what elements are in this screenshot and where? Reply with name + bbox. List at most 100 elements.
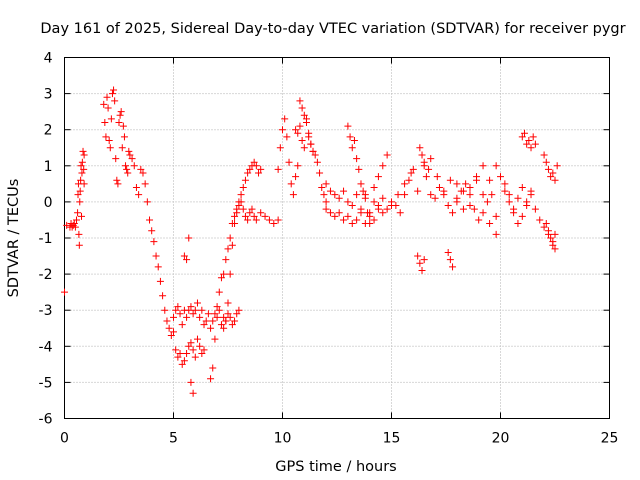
data-point (252, 162, 260, 170)
data-point (366, 212, 374, 220)
data-point (257, 165, 265, 173)
data-point (70, 220, 78, 228)
data-point (178, 360, 186, 368)
data-point (207, 324, 215, 332)
data-point (505, 191, 513, 199)
data-point (302, 115, 310, 123)
data-point (331, 191, 339, 199)
data-point (185, 234, 193, 242)
data-point (401, 180, 409, 188)
data-point (309, 147, 317, 155)
data-point (326, 187, 334, 195)
data-point (335, 194, 343, 202)
data-point (226, 313, 234, 321)
data-point (77, 162, 85, 170)
data-point (80, 180, 88, 188)
data-point (146, 216, 154, 224)
data-point (78, 212, 86, 220)
data-point (285, 158, 293, 166)
data-point (77, 176, 85, 184)
data-point (115, 118, 123, 126)
data-point (170, 328, 177, 336)
data-point (444, 248, 452, 256)
data-point (518, 212, 526, 220)
data-point (542, 220, 550, 228)
data-point (497, 173, 504, 181)
data-point (113, 176, 121, 184)
data-point (531, 140, 539, 148)
data-point (486, 220, 494, 228)
data-point (250, 158, 258, 166)
data-point (374, 205, 382, 213)
data-point (274, 216, 282, 224)
y-tick-label: -6 (39, 412, 53, 428)
data-point (114, 180, 122, 188)
data-point (305, 133, 313, 141)
data-point (167, 331, 175, 339)
data-point (488, 191, 496, 199)
data-point (257, 209, 265, 217)
data-point (350, 137, 358, 145)
data-point (274, 165, 282, 173)
x-tick-label: 15 (383, 431, 401, 447)
data-point (551, 176, 559, 184)
data-point (183, 256, 191, 264)
data-point (74, 191, 82, 199)
data-point (183, 313, 191, 321)
data-point (196, 342, 204, 350)
data-point (75, 241, 83, 249)
data-point (525, 137, 533, 145)
data-point (540, 151, 548, 159)
axis-ticks: 0 5 10 15 20 25 -6 -5 -4 -3 -2 -1 0 1 2 3 4 (39, 51, 619, 447)
data-point (422, 173, 430, 181)
data-point (523, 202, 531, 210)
data-point (63, 221, 71, 229)
data-point (187, 303, 195, 311)
data-point (224, 310, 232, 318)
data-point (246, 165, 254, 173)
data-point (255, 169, 263, 177)
data-point (215, 288, 223, 296)
x-tick-label: 20 (492, 431, 510, 447)
data-point (300, 111, 308, 119)
data-point (265, 216, 273, 224)
data-point (466, 202, 474, 210)
data-point (446, 176, 454, 184)
data-point (316, 169, 324, 177)
data-point (514, 194, 522, 202)
data-point (470, 205, 478, 213)
data-point (547, 173, 555, 181)
data-point (479, 191, 487, 199)
data-point (228, 321, 236, 329)
data-point (416, 144, 424, 152)
data-point (553, 162, 561, 170)
data-point (191, 306, 199, 314)
data-point (433, 173, 441, 181)
data-point (307, 140, 315, 148)
data-point (139, 169, 147, 177)
data-point (322, 180, 330, 188)
data-point (518, 133, 526, 141)
data-points (61, 86, 561, 397)
data-point (202, 317, 210, 325)
data-point (231, 317, 239, 325)
data-point (198, 306, 206, 314)
data-point (322, 198, 330, 206)
data-point (74, 209, 82, 217)
data-point (353, 216, 361, 224)
data-point (344, 198, 352, 206)
data-point (366, 220, 374, 228)
data-point (551, 245, 559, 253)
data-point (551, 230, 559, 238)
data-point (112, 155, 120, 163)
data-point (466, 183, 474, 191)
data-point (459, 205, 467, 213)
data-point (523, 140, 531, 148)
data-point (116, 111, 124, 119)
data-point (220, 324, 228, 332)
data-point (222, 256, 230, 264)
data-point (298, 137, 306, 145)
data-point (152, 252, 160, 260)
data-point (244, 169, 252, 177)
data-point (346, 133, 354, 141)
